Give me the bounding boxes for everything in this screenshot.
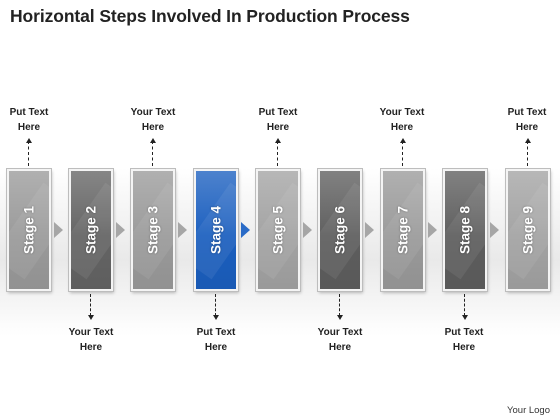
dashed-pointer-up [152,141,153,166]
connector-arrow-icon [303,222,312,238]
connector-arrow-icon [178,222,187,238]
logo-placeholder: Your Logo [507,405,550,416]
callout-line1: Put Text [507,107,547,118]
dashed-pointer-down [464,294,465,316]
arrowhead-up-icon [400,138,406,143]
bottom-callout-4: Put Text Here [429,325,499,355]
stage-box-4[interactable]: Stage 4 [193,168,239,292]
stage-box-2[interactable]: Stage 2 [68,168,114,292]
stage-label: Stage 9 [520,205,536,255]
stage-label: Stage 5 [270,205,286,255]
top-callout-4: Your Text Here [367,105,437,135]
stage-label: Stage 8 [457,205,473,255]
arrowhead-up-icon [150,138,156,143]
arrowhead-down-icon [462,315,468,320]
connector-arrow-icon [241,222,250,238]
callout-line1: Put Text [258,107,298,118]
connector-arrow-icon [428,222,437,238]
arrowhead-down-icon [213,315,219,320]
connector-arrow-icon [365,222,374,238]
stage-label: Stage 6 [332,205,348,255]
stage-label: Stage 2 [83,205,99,255]
bottom-callout-2: Put Text Here [181,325,251,355]
callout-line1: Put Text [444,327,484,338]
stage-box-8[interactable]: Stage 8 [442,168,488,292]
callout-line2: Here [17,122,41,133]
callout-line2: Here [328,342,352,353]
arrowhead-up-icon [275,138,281,143]
callout-line2: Here [515,122,539,133]
callout-line2: Here [266,122,290,133]
dashed-pointer-up [277,141,278,166]
callout-line1: Your Text [68,327,114,338]
top-callout-1: Put Text Here [0,105,64,135]
connector-arrow-icon [54,222,63,238]
dashed-pointer-down [90,294,91,316]
stage-box-5[interactable]: Stage 5 [255,168,301,292]
stage-box-3[interactable]: Stage 3 [130,168,176,292]
dashed-pointer-up [28,141,29,166]
callout-line2: Here [204,342,228,353]
dashed-pointer-up [402,141,403,166]
stage-label: Stage 3 [145,205,161,255]
stage-box-1[interactable]: Stage 1 [6,168,52,292]
dashed-pointer-down [339,294,340,316]
arrowhead-up-icon [525,138,531,143]
arrowhead-down-icon [337,315,343,320]
callout-line2: Here [79,342,103,353]
connector-arrow-icon [490,222,499,238]
callout-line1: Put Text [9,107,49,118]
stage-label: Stage 1 [21,205,37,255]
callout-line1: Your Text [379,107,425,118]
top-callout-3: Put Text Here [243,105,313,135]
bottom-callout-3: Your Text Here [305,325,375,355]
callout-line1: Your Text [130,107,176,118]
stage-label: Stage 4 [208,205,224,255]
stage-box-7[interactable]: Stage 7 [380,168,426,292]
callout-line1: Put Text [196,327,236,338]
callout-line2: Here [452,342,476,353]
page-title: Horizontal Steps Involved In Production … [10,6,410,26]
arrowhead-down-icon [88,315,94,320]
bottom-callout-1: Your Text Here [56,325,126,355]
dashed-pointer-up [527,141,528,166]
dashed-pointer-down [215,294,216,316]
connector-arrow-icon [116,222,125,238]
stage-box-9[interactable]: Stage 9 [505,168,551,292]
callout-line1: Your Text [317,327,363,338]
top-callout-5: Put Text Here [492,105,560,135]
stage-box-6[interactable]: Stage 6 [317,168,363,292]
arrowhead-up-icon [26,138,32,143]
callout-line2: Here [390,122,414,133]
callout-line2: Here [141,122,165,133]
stage-label: Stage 7 [395,205,411,255]
top-callout-2: Your Text Here [118,105,188,135]
